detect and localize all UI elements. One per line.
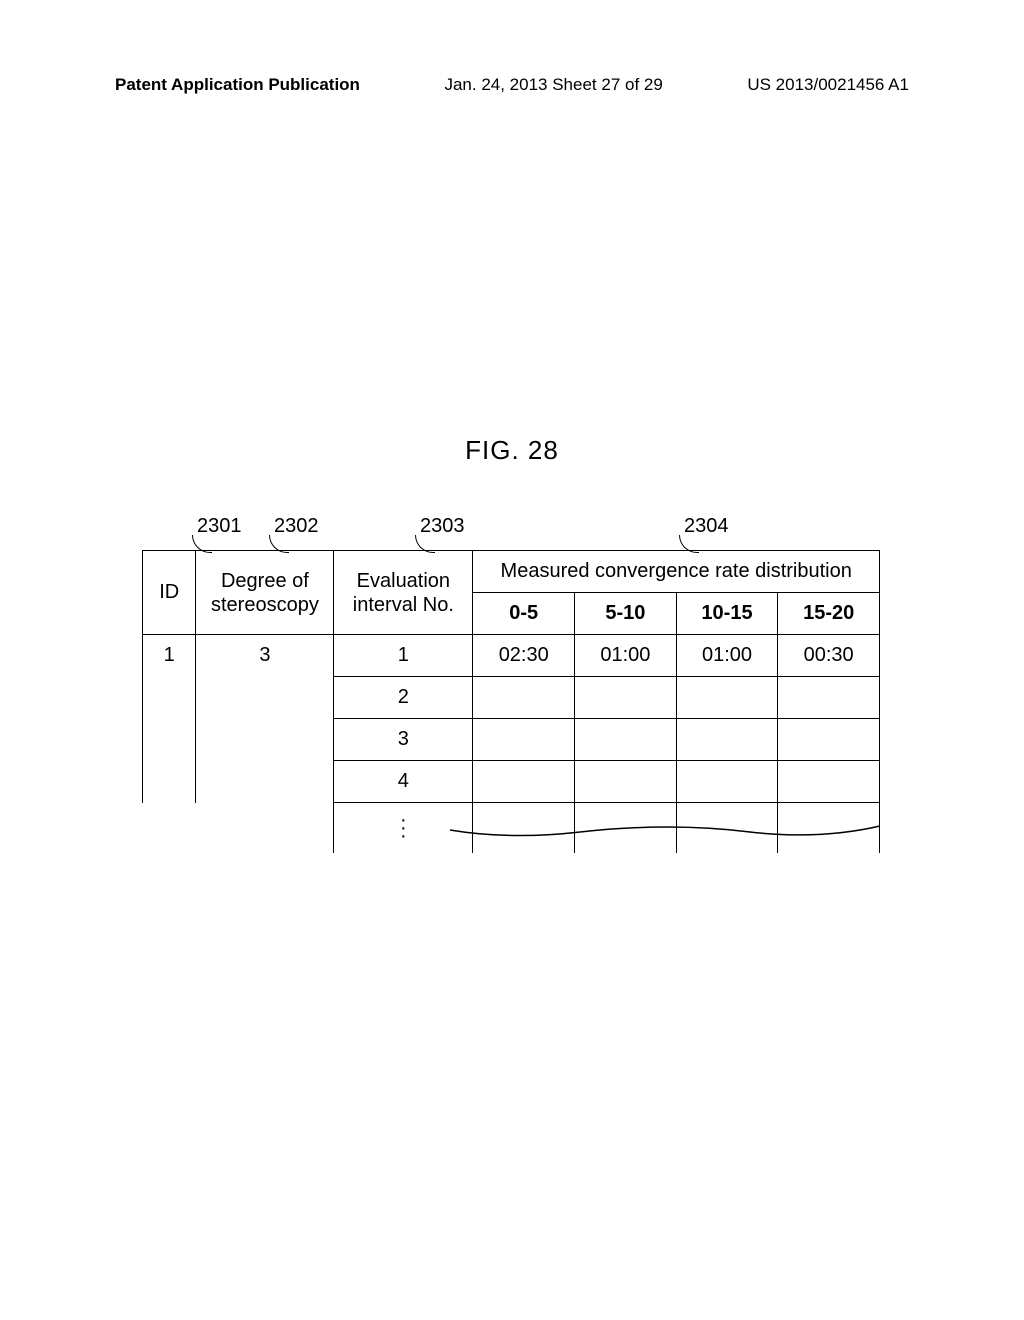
vertical-dots-icon: ··· xyxy=(344,816,462,840)
header-right-text: US 2013/0021456 A1 xyxy=(747,75,909,95)
cell-value: 01:00 xyxy=(575,635,677,677)
col-subheader: 5-10 xyxy=(575,593,677,635)
wavy-bottom-icon xyxy=(450,822,880,842)
diagram-container: 2301 2302 2303 2304 ID Degree of stereos… xyxy=(142,515,880,853)
cell-value xyxy=(473,719,575,761)
cell-value: 01:00 xyxy=(676,635,778,677)
cell-empty xyxy=(143,803,196,853)
cell-degree xyxy=(196,761,334,803)
table-header-row: ID Degree of stereoscopy Evaluation inte… xyxy=(143,551,880,593)
col-header-evaluation: Evaluation interval No. xyxy=(334,551,473,635)
cell-eval: 1 xyxy=(334,635,473,677)
cell-value: 00:30 xyxy=(778,635,880,677)
cell-eval: 3 xyxy=(334,719,473,761)
table-row: 3 xyxy=(143,719,880,761)
data-table: ID Degree of stereoscopy Evaluation inte… xyxy=(142,550,880,853)
cell-eval: 4 xyxy=(334,761,473,803)
cell-value xyxy=(778,677,880,719)
header-left-text: Patent Application Publication xyxy=(115,75,360,95)
cell-value xyxy=(575,719,677,761)
cell-id: 1 xyxy=(143,635,196,677)
cell-value xyxy=(676,761,778,803)
cell-empty xyxy=(196,803,334,853)
cell-value xyxy=(473,761,575,803)
col-subheader: 10-15 xyxy=(676,593,778,635)
cell-eval: 2 xyxy=(334,677,473,719)
cell-id xyxy=(143,677,196,719)
cell-degree xyxy=(196,677,334,719)
reference-numbers: 2301 2302 2303 2304 xyxy=(142,515,880,550)
cell-degree xyxy=(196,719,334,761)
header-center-text: Jan. 24, 2013 Sheet 27 of 29 xyxy=(444,75,662,95)
cell-id xyxy=(143,719,196,761)
cell-value xyxy=(676,677,778,719)
table-row: 4 xyxy=(143,761,880,803)
page-header: Patent Application Publication Jan. 24, … xyxy=(0,75,1024,95)
table-row: 1 3 1 02:30 01:00 01:00 00:30 xyxy=(143,635,880,677)
cell-value xyxy=(778,719,880,761)
cell-value xyxy=(778,761,880,803)
table-row: 2 xyxy=(143,677,880,719)
col-header-distribution: Measured convergence rate distribution xyxy=(473,551,880,593)
col-subheader: 0-5 xyxy=(473,593,575,635)
cell-value: 02:30 xyxy=(473,635,575,677)
cell-value xyxy=(575,761,677,803)
cell-value xyxy=(473,677,575,719)
cell-degree: 3 xyxy=(196,635,334,677)
col-header-id: ID xyxy=(143,551,196,635)
figure-label: FIG. 28 xyxy=(465,435,559,466)
col-header-degree: Degree of stereoscopy xyxy=(196,551,334,635)
cell-value xyxy=(575,677,677,719)
col-subheader: 15-20 xyxy=(778,593,880,635)
cell-value xyxy=(676,719,778,761)
cell-id xyxy=(143,761,196,803)
